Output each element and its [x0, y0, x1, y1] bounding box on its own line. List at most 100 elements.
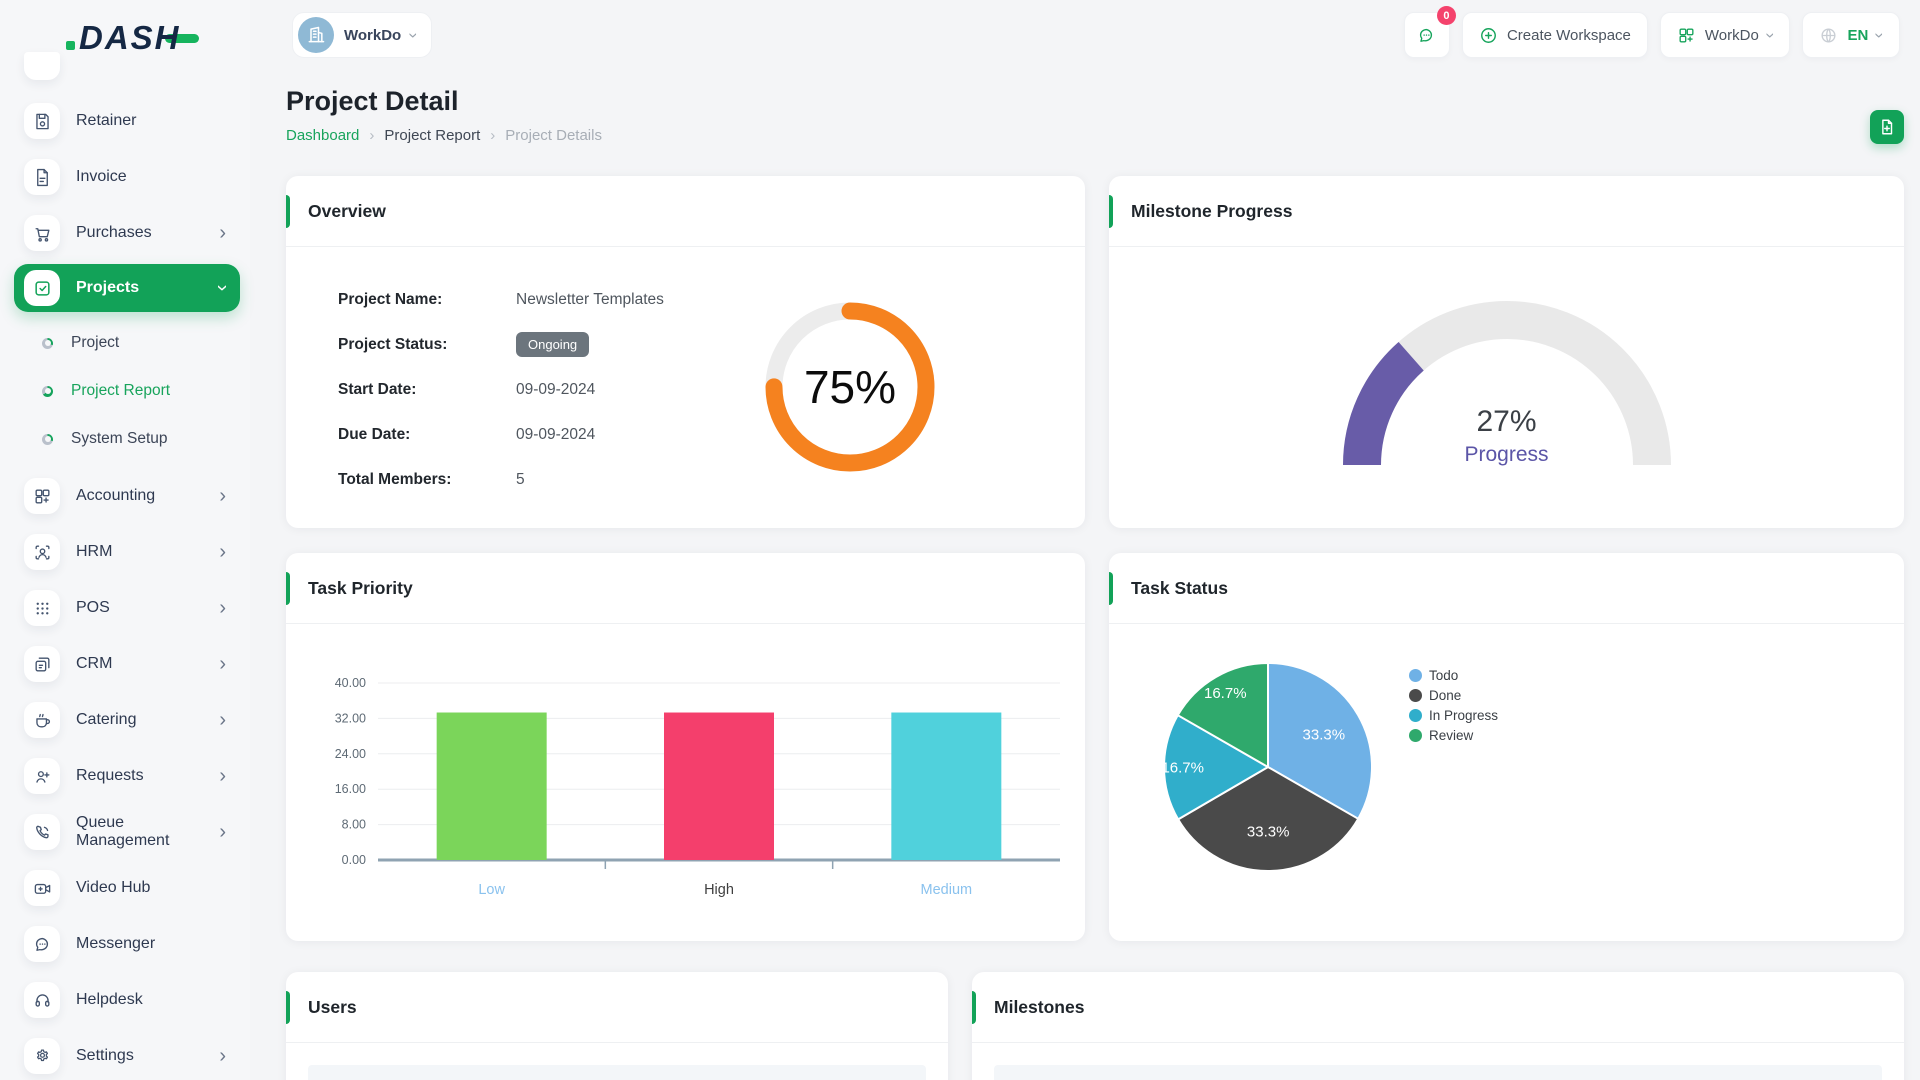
chevron-down-icon: › [1870, 32, 1890, 38]
file-icon [24, 159, 60, 195]
card-title: Task Status [1131, 577, 1228, 598]
sidebar-item-video-hub[interactable]: Video Hub [14, 860, 240, 916]
headset-icon [24, 982, 60, 1018]
sidebar-item-pos[interactable]: POS › [14, 580, 240, 636]
bullet-icon [42, 385, 53, 397]
users-card: Users NAME ASSIGNED TASKS DONE TASKS [286, 972, 948, 1080]
sidebar-subitem-project-report[interactable]: Project Report [14, 367, 240, 415]
sidebar-item-catering[interactable]: Catering › [14, 692, 240, 748]
legend-item-review: Review [1409, 728, 1498, 743]
sidebar-nav-rest: Accounting › HRM › POS › CRM › [14, 468, 240, 1080]
floppy-icon [24, 103, 60, 139]
sidebar-item-crm[interactable]: CRM › [14, 636, 240, 692]
sidebar-item-label: Accounting [76, 487, 156, 504]
overview-card-header: Overview [286, 176, 1085, 247]
logo-text: DASH [79, 19, 181, 56]
sidebar-item-invoice[interactable]: Invoice [14, 149, 240, 205]
pie-slice-label: 16.7% [1161, 759, 1204, 776]
overview-body: Project Name: Newsletter Templates Proje… [286, 247, 1085, 528]
language-dropdown[interactable]: EN › [1802, 12, 1900, 58]
field-value: 09-09-2024 [516, 425, 596, 443]
chevron-right-icon: › [219, 1045, 226, 1067]
logo-dot-icon [66, 41, 75, 50]
task-priority-chart: 0.00 8.00 16.00 24.00 32.00 40.00 Low High Mediu… [286, 624, 1085, 933]
y-tick-label: 0.00 [342, 853, 366, 867]
field-value: Newsletter Templates [516, 290, 664, 308]
legend-dot-icon [1409, 729, 1422, 742]
bar-low [436, 712, 547, 860]
workdo-dropdown[interactable]: WorkDo › [1659, 12, 1791, 58]
legend-label: Review [1429, 728, 1474, 743]
sidebar-item-messenger[interactable]: Messenger [14, 916, 240, 972]
sidebar-item-retainer[interactable]: Retainer [14, 93, 240, 149]
milestones-card-header: Milestones [972, 972, 1904, 1043]
y-tick-label: 24.00 [335, 747, 366, 761]
sidebar-item-label: Video Hub [76, 879, 151, 896]
grid-plus-icon [24, 478, 60, 514]
chat-dots-icon [1417, 26, 1436, 45]
y-tick-label: 8.00 [342, 818, 366, 832]
sidebar: DASH Retainer Invoice Purchases › Projec… [0, 0, 250, 1080]
sidebar-item-queue-management[interactable]: Queue Management › [14, 804, 240, 860]
page-header: Project Detail Dashboard › Project Repor… [286, 86, 1904, 144]
sidebar-item-accounting[interactable]: Accounting › [14, 468, 240, 524]
globe-icon [1819, 26, 1838, 45]
pie-slice-review [1176, 662, 1269, 768]
sidebar-item-label: POS [76, 599, 110, 616]
field-row: Total Members: 5 [338, 457, 664, 502]
chevron-right-icon: › [219, 765, 226, 787]
pie-slice-label: 33.3% [1303, 727, 1346, 744]
legend-label: Todo [1429, 668, 1459, 683]
workdo-dropdown-label: WorkDo [1704, 26, 1759, 44]
sidebar-item-helpdesk[interactable]: Helpdesk [14, 972, 240, 1028]
workspace-switcher[interactable]: WorkDo › [292, 12, 432, 58]
gauge-percent-label: 27% [1476, 405, 1537, 438]
card-title: Overview [308, 200, 386, 221]
workspace-avatar [298, 17, 334, 53]
sidebar-item-label: Invoice [76, 168, 127, 185]
donut-percent-label: 75% [803, 361, 897, 413]
grid-plus-icon [1677, 26, 1696, 45]
create-workspace-button[interactable]: Create Workspace [1461, 12, 1648, 58]
chevron-down-icon: › [404, 32, 424, 38]
status-badge: Ongoing [516, 332, 590, 357]
sidebar-item-label: Settings [76, 1047, 134, 1064]
pie-slice-in-progress [1163, 714, 1269, 821]
pie-slice-label: 16.7% [1204, 685, 1247, 702]
chevron-right-icon: › [219, 541, 226, 563]
sidebar-subitem-project[interactable]: Project [14, 319, 240, 367]
sidebar-item-label: Catering [76, 711, 137, 728]
field-row: Project Name: Newsletter Templates [338, 277, 664, 322]
legend-dot-icon [1409, 709, 1422, 722]
sidebar-item-settings[interactable]: Settings › [14, 1028, 240, 1080]
y-tick-label: 16.00 [335, 782, 366, 796]
users-table-header: NAME ASSIGNED TASKS DONE TASKS [308, 1065, 926, 1080]
field-label: Project Name: [338, 290, 443, 308]
legend-item-done: Done [1409, 688, 1498, 703]
sidebar-item-label: Requests [76, 767, 144, 784]
card-title: Task Priority [308, 577, 413, 598]
chevron-right-icon: › [219, 709, 226, 731]
export-button[interactable] [1870, 110, 1904, 144]
chevron-right-icon: › [219, 821, 226, 843]
legend-item-todo: Todo [1409, 668, 1498, 683]
x-category-label: High [704, 882, 734, 898]
breadcrumb: Dashboard › Project Report › Project Det… [286, 127, 1904, 144]
field-value: 5 [516, 470, 525, 488]
sidebar-item-projects[interactable]: Projects › [14, 264, 240, 312]
overview-fields: Project Name: Newsletter Templates Proje… [338, 277, 664, 502]
milestones-table-header: NAME PROGRESS COST STATUS START DATE END… [994, 1065, 1882, 1080]
app-logo[interactable]: DASH [66, 18, 199, 58]
sidebar-subitem-system-setup[interactable]: System Setup [14, 415, 240, 463]
chevron-right-icon: › [219, 653, 226, 675]
sidebar-item-requests[interactable]: Requests › [14, 748, 240, 804]
breadcrumb-project-report[interactable]: Project Report [384, 127, 481, 144]
chevron-down-icon: › [1761, 32, 1781, 38]
messages-button[interactable]: 0 [1403, 6, 1456, 58]
sidebar-item-hrm[interactable]: HRM › [14, 524, 240, 580]
breadcrumb-dashboard[interactable]: Dashboard [286, 127, 360, 144]
sidebar-item-purchases[interactable]: Purchases › [14, 205, 240, 261]
bar-high [664, 712, 774, 860]
milestones-card: Milestones NAME PROGRESS COST STATUS STA… [972, 972, 1904, 1080]
task-status-pie: 33.3% 33.3% 16.7% 16.7% [1161, 662, 1373, 872]
